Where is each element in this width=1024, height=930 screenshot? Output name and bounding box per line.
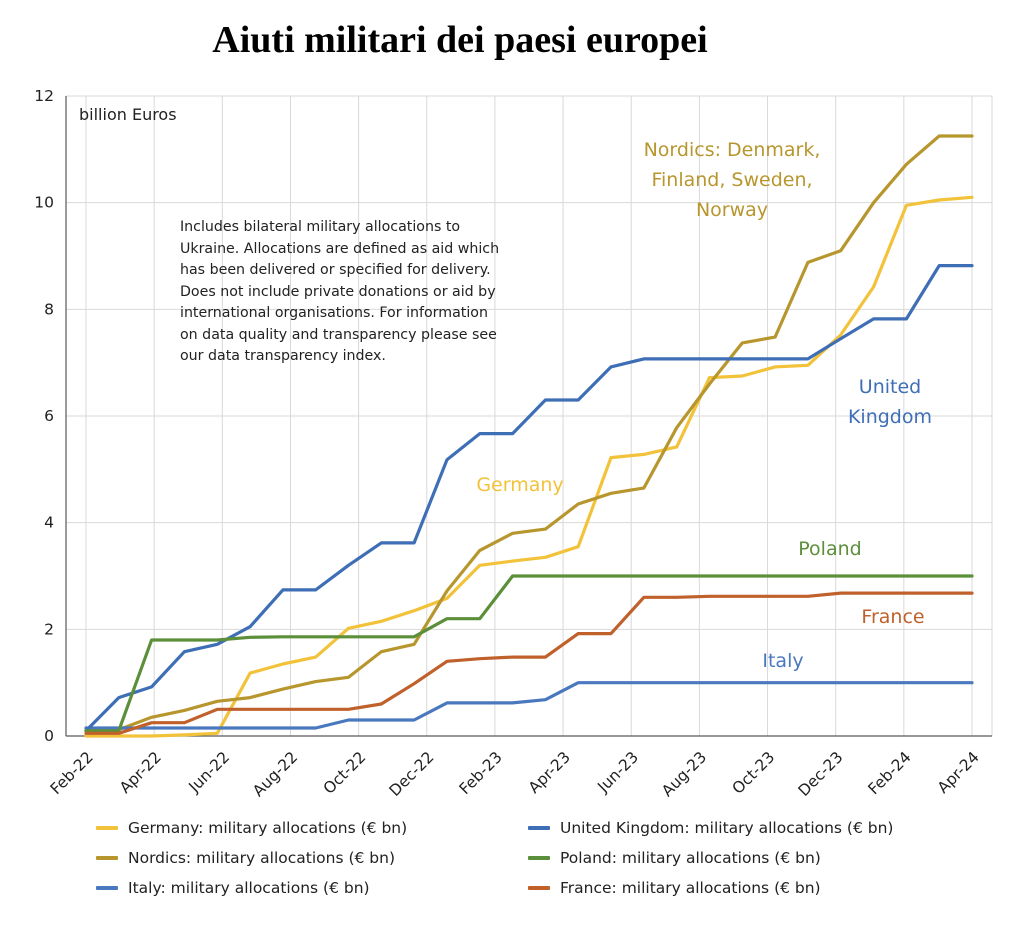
series-label: France xyxy=(861,606,924,628)
series-label: Poland xyxy=(798,538,861,560)
series-label: Germany xyxy=(476,474,563,496)
legend-item-france: France: military allocations (€ bn) xyxy=(528,876,968,900)
series-label-line: Finland, Sweden, xyxy=(651,169,812,191)
legend-label: Nordics: military allocations (€ bn) xyxy=(128,849,395,867)
y-tick-label: 8 xyxy=(44,300,54,318)
series-label-line: Norway xyxy=(696,199,768,221)
y-tick-labels: 0 2 4 6 8 10 12 xyxy=(34,87,54,745)
x-tick-labels: Feb-22 Apr-22 Jun-22 Aug-22 Oct-22 Dec-22 Feb-… xyxy=(47,748,983,800)
legend-item-united-kingdom: United Kingdom: military allocations (€ … xyxy=(528,816,968,840)
legend-swatch-france xyxy=(528,886,550,890)
unit-label: billion Euros xyxy=(79,105,177,124)
x-tick-label: Feb-22 xyxy=(47,748,97,798)
legend-item-germany: Germany: military allocations (€ bn) xyxy=(96,816,528,840)
legend-swatch-germany xyxy=(96,826,118,830)
series-line-united-kingdom xyxy=(84,264,974,733)
series-label: Italy xyxy=(762,650,803,672)
legend-label: United Kingdom: military allocations (€ … xyxy=(560,819,894,837)
series-label-line: Germany xyxy=(476,474,563,496)
series-lines xyxy=(84,134,974,738)
x-tick-label: Apr-23 xyxy=(525,748,574,797)
series-label-line: Nordics: Denmark, xyxy=(644,139,821,161)
x-tick-label: Feb-23 xyxy=(456,748,506,798)
series-label-line: United xyxy=(859,376,921,398)
legend-item-poland: Poland: military allocations (€ bn) xyxy=(528,846,968,870)
legend-label: Italy: military allocations (€ bn) xyxy=(128,879,370,897)
legend-label: France: military allocations (€ bn) xyxy=(560,879,821,897)
legend-item-italy: Italy: military allocations (€ bn) xyxy=(96,876,528,900)
legend-swatch-poland xyxy=(528,856,550,860)
legend-label: Poland: military allocations (€ bn) xyxy=(560,849,821,867)
series-label-line: France xyxy=(861,606,924,628)
x-tick-label: Dec-22 xyxy=(386,748,438,800)
y-tick-label: 12 xyxy=(34,87,54,105)
legend-swatch-united-kingdom xyxy=(528,826,550,830)
y-tick-label: 10 xyxy=(34,194,54,212)
series-line-nordics-denmark-finland-sweden-norway xyxy=(84,134,974,733)
y-tick-label: 6 xyxy=(44,407,54,425)
x-tick-label: Jun-22 xyxy=(185,748,233,796)
chart-title: Aiuti militari dei paesi europei xyxy=(212,19,708,61)
legend-swatch-nordics xyxy=(96,856,118,860)
legend-swatch-italy xyxy=(96,886,118,890)
series-label: Nordics: Denmark, Finland, Sweden, Norway xyxy=(644,139,821,221)
series-labels: Germany Nordics: Denmark, Finland, Sweden,… xyxy=(476,139,932,672)
legend-label: Germany: military allocations (€ bn) xyxy=(128,819,408,837)
x-tick-label: Aug-23 xyxy=(658,748,710,800)
legend: Germany: military allocations (€ bn) Uni… xyxy=(96,816,996,900)
methodology-note: Includes bilateral military allocations … xyxy=(180,219,500,364)
series-label-line: Poland xyxy=(798,538,861,560)
series-label-line: Italy xyxy=(762,650,803,672)
x-tick-label: Dec-23 xyxy=(795,748,847,800)
x-tick-label: Aug-22 xyxy=(249,748,301,800)
y-tick-label: 2 xyxy=(44,620,54,638)
series-line-france xyxy=(84,591,974,735)
series-line-poland xyxy=(84,574,974,733)
axes xyxy=(65,96,992,737)
x-tick-label: Feb-24 xyxy=(865,748,915,798)
series-line-italy xyxy=(84,681,974,730)
x-tick-label: Apr-24 xyxy=(934,748,983,797)
x-tick-label: Jun-23 xyxy=(594,748,642,796)
series-label-line: Kingdom xyxy=(848,406,932,428)
x-tick-label: Oct-23 xyxy=(729,748,779,798)
y-tick-label: 0 xyxy=(44,727,54,745)
x-tick-label: Oct-22 xyxy=(320,748,370,798)
legend-item-nordics: Nordics: military allocations (€ bn) xyxy=(96,846,528,870)
x-tick-label: Apr-22 xyxy=(116,748,165,797)
y-tick-label: 4 xyxy=(44,514,54,532)
series-label: United Kingdom xyxy=(848,376,932,428)
